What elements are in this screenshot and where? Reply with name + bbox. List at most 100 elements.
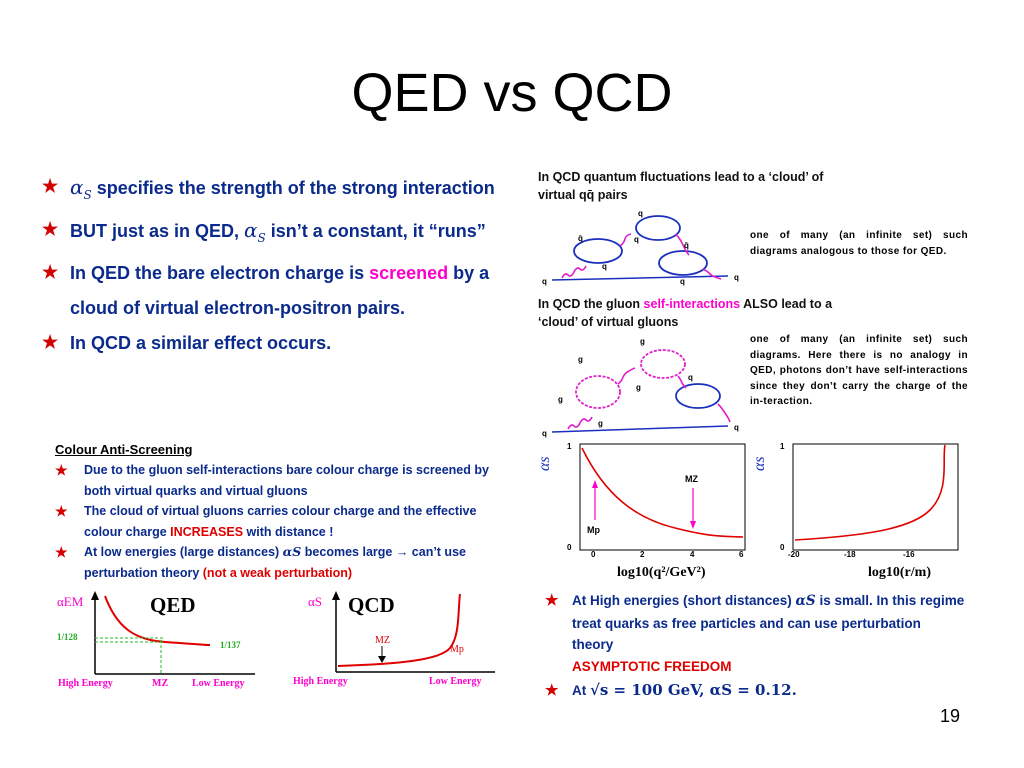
quark-line (551, 425, 729, 433)
qcd-y-arrow-icon (332, 591, 340, 600)
qcd-quark-cloud-text: In QCD quantum fluctuations lead to a ‘c… (538, 170, 824, 202)
star-bullet-icon: ★ (42, 332, 59, 352)
slide-title: QED vs QCD (351, 63, 673, 123)
gluon-line (619, 233, 632, 247)
qcd-mz-arrow-icon (378, 656, 386, 663)
svg-text:q: q (542, 277, 547, 286)
gluon-line (561, 265, 587, 279)
quark-line (551, 275, 729, 281)
bullet-alpha-value: ★ At √s = 100 GeV, αS = 0.12. (545, 680, 965, 702)
svg-text:g: g (640, 337, 645, 346)
asymptotic-freedom-bullets: ★ At High energies (short distances) αS … (545, 590, 965, 702)
bullet-alpha-runs: ★ BUT just as in QED, αS isn’t a constan… (42, 213, 502, 256)
gluon-line (702, 268, 722, 280)
star-bullet-icon: ★ (42, 176, 59, 196)
quark-loop (675, 383, 721, 409)
svg-text:-16: -16 (903, 550, 915, 559)
qed-left-value: 1/128 (57, 632, 78, 642)
gluon-loop (640, 349, 686, 379)
svg-text:g: g (558, 395, 563, 404)
qed-sketch-title: QED (150, 593, 196, 617)
asymptotic-freedom-label: ASYMPTOTIC FREEDOM (572, 658, 732, 674)
quark-loop-diagram: q q q̄ q q̄ q q q (542, 209, 739, 286)
svg-text:6: 6 (739, 550, 744, 559)
plot-right-ylabel: αs (751, 456, 768, 471)
svg-text:0: 0 (567, 543, 572, 552)
svg-text:1: 1 (780, 442, 785, 451)
gluon-line (617, 367, 636, 385)
qcd-running-sketch: αS QCD MZ Mp High Energy Low Energy (293, 591, 495, 687)
page-number: 19 (940, 706, 961, 726)
svg-text:0: 0 (591, 550, 596, 559)
svg-text:q: q (734, 423, 739, 432)
gluon-loop (575, 375, 621, 409)
qed-x-left: High Energy (58, 678, 113, 689)
qed-x-right: Low Energy (192, 678, 245, 689)
star-bullet-icon: ★ (55, 503, 68, 519)
svg-text:-20: -20 (788, 550, 800, 559)
alpha-vs-q2-plot: αs 1 0 Mp MZ 0 2 4 6 log10(q²/GeV²) (536, 442, 746, 580)
plot-left-ylabel: αs (536, 456, 553, 471)
gluon-line (677, 375, 687, 389)
svg-text:0: 0 (780, 543, 785, 552)
svg-text:g: g (598, 419, 603, 428)
bullet-high-energies: ★ At High energies (short distances) αS … (545, 590, 965, 677)
quark-loop (658, 250, 708, 276)
anti-screening-item: ★ At low energies (large distances) αS b… (55, 544, 466, 580)
svg-text:1: 1 (567, 442, 572, 451)
anti-screening-item: ★ The cloud of virtual gluons carries co… (55, 503, 477, 539)
star-bullet-icon: ★ (545, 682, 559, 699)
svg-text:q: q (734, 273, 739, 282)
mz-arrow-icon (690, 521, 696, 529)
svg-text:q: q (688, 373, 693, 382)
anti-screening-box: Colour Anti-Screening ★ Due to the gluon… (55, 442, 505, 583)
svg-text:MZ: MZ (685, 474, 698, 484)
qcd-ylabel: αS (308, 594, 322, 609)
gluon-line (717, 403, 731, 423)
qcd-mz-label: MZ (375, 635, 390, 646)
star-bullet-icon: ★ (55, 462, 68, 478)
star-bullet-icon: ★ (55, 544, 68, 560)
qcd-x-left: High Energy (293, 676, 348, 687)
qed-y-arrow-icon (91, 591, 99, 600)
gluon-line (675, 233, 690, 256)
qed-running-sketch: αEM QED 1/128 1/137 High Energy MZ Low E… (57, 591, 255, 689)
gluon-loop-diagram: g g g g q g q q (542, 337, 739, 438)
svg-text:g: g (578, 355, 583, 364)
plot-left-frame (579, 443, 746, 551)
svg-text:-18: -18 (844, 550, 856, 559)
qed-x-mid: MZ (152, 678, 168, 689)
svg-text:q: q (680, 277, 685, 286)
quark-diagram-note: one of many (an infinite set) such diagr… (750, 230, 968, 257)
star-bullet-icon: ★ (42, 262, 59, 282)
plot-right-frame (792, 443, 959, 551)
anti-screening-item: ★ Due to the gluon self-interactions bar… (55, 462, 489, 498)
main-bullet-list: ★ αS specifies the strength of the stron… (42, 170, 502, 361)
qcd-sketch-title: QCD (348, 593, 395, 617)
quark-loop (573, 238, 623, 264)
gluon-line (567, 416, 593, 430)
bullet-alpha-strength: ★ αS specifies the strength of the stron… (42, 170, 502, 213)
qed-curve (104, 595, 211, 646)
bullet-qed-screened: ★ In QED the bare electron charge is scr… (42, 256, 502, 326)
plot-right-curve (794, 444, 946, 541)
svg-text:q̄: q̄ (684, 241, 689, 250)
svg-text:q: q (634, 235, 639, 244)
plot-right-xlabel: log10(r/m) (868, 565, 931, 580)
svg-text:4: 4 (690, 550, 695, 559)
gluon-diagram-note: one of many (an infinite set) such diagr… (750, 334, 968, 407)
svg-text:2: 2 (640, 550, 645, 559)
qcd-x-right: Low Energy (429, 676, 482, 687)
anti-screening-title: Colour Anti-Screening (55, 442, 193, 457)
mp-arrow-icon (592, 480, 598, 488)
star-bullet-icon: ★ (545, 592, 559, 609)
qed-right-value: 1/137 (220, 640, 241, 650)
svg-text:Mp: Mp (587, 525, 600, 535)
svg-text:q̄: q̄ (578, 234, 583, 243)
alpha-vs-r-plot: αs 1 0 -20 -18 -16 log10(r/m) (751, 442, 959, 580)
qcd-mp-label: Mp (450, 644, 464, 655)
bullet-qcd-similar: ★ In QCD a similar effect occurs. (42, 326, 502, 361)
qcd-curve (337, 593, 461, 667)
svg-text:q: q (638, 209, 643, 218)
plot-left-xlabel: log10(q²/GeV²) (617, 565, 706, 580)
